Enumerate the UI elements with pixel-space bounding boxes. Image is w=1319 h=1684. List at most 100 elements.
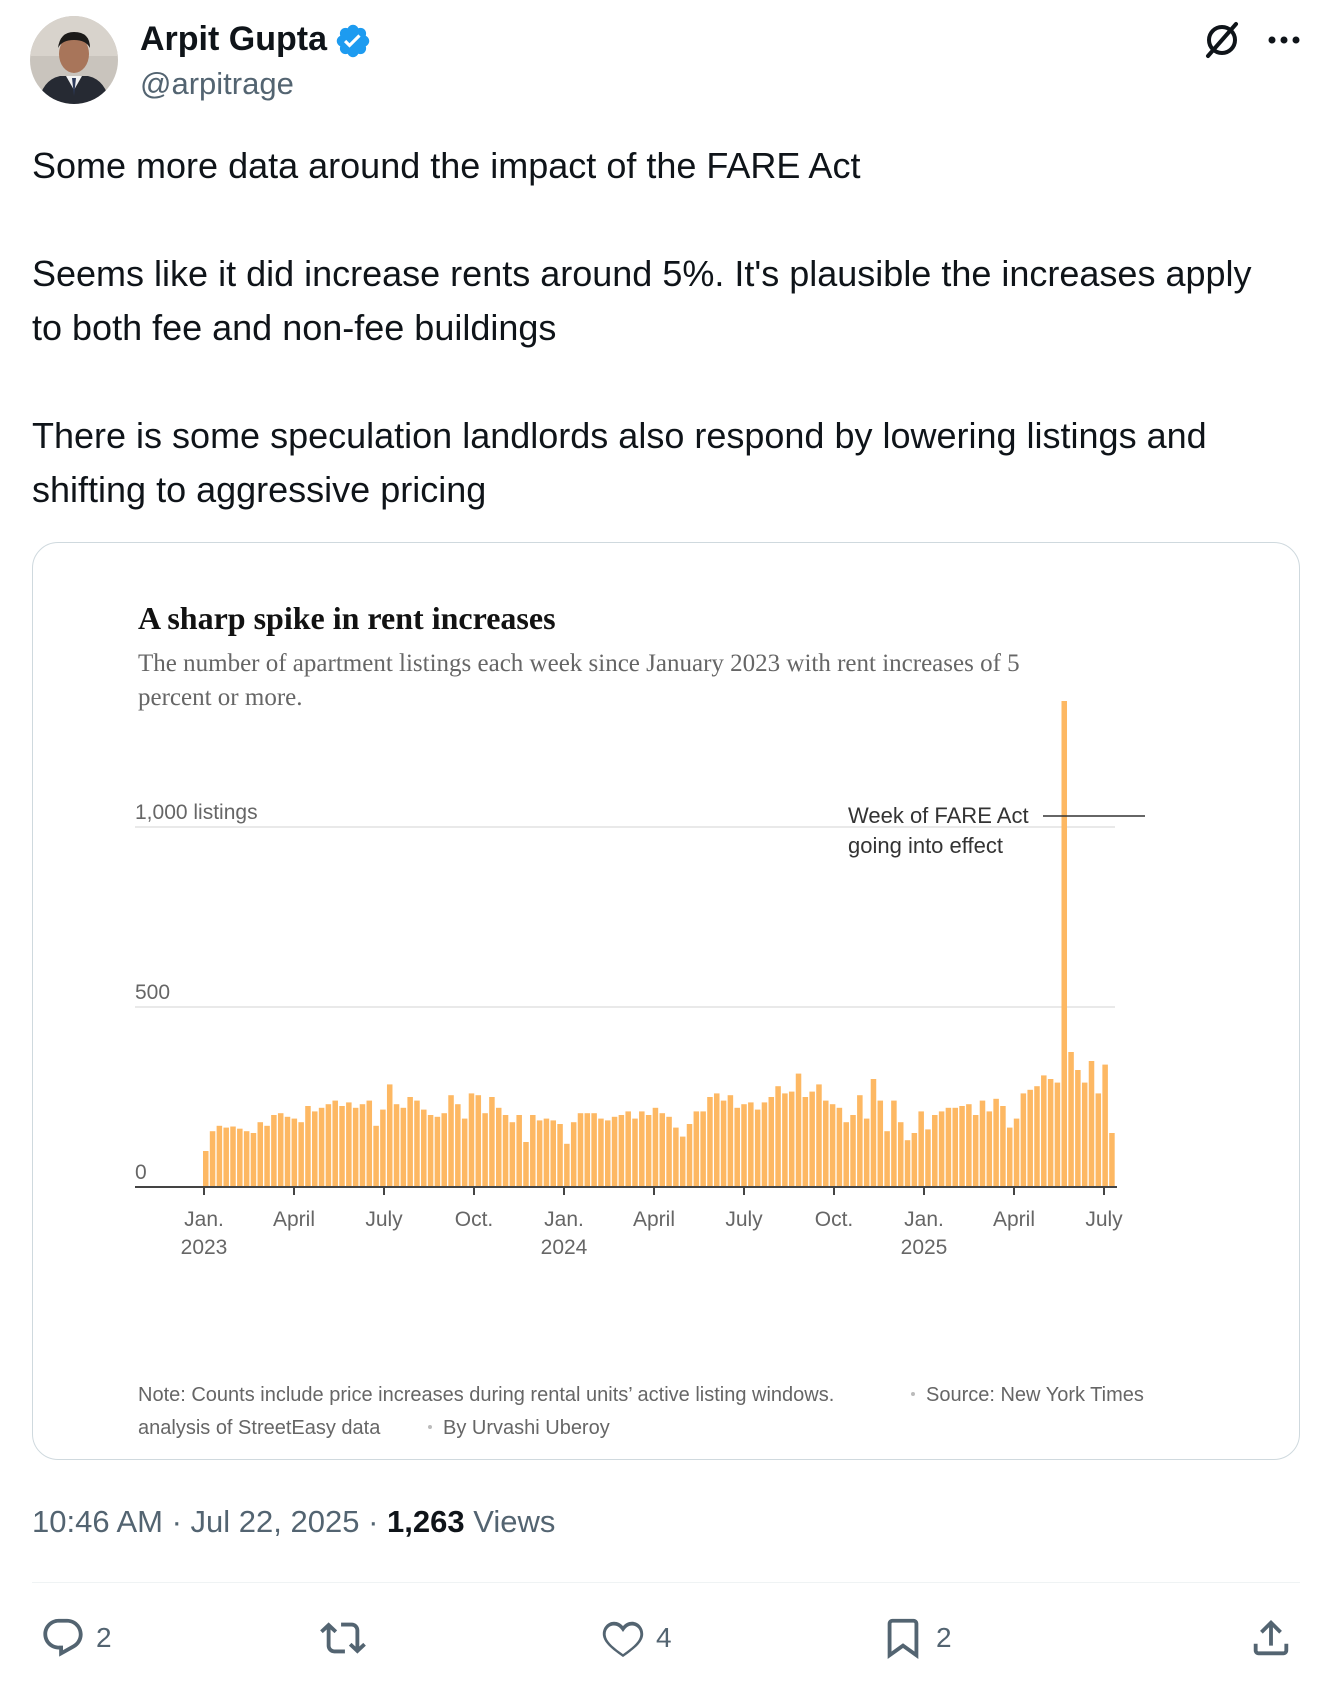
separator-dot bbox=[428, 1425, 432, 1429]
weekly-bar bbox=[993, 1098, 999, 1187]
weekly-bar bbox=[788, 1091, 795, 1187]
annotation-line: Week of FARE Act bbox=[848, 803, 1029, 828]
weekly-bar bbox=[604, 1120, 611, 1187]
weekly-bar bbox=[809, 1091, 815, 1187]
weekly-bar bbox=[502, 1115, 509, 1187]
weekly-bar bbox=[305, 1106, 311, 1187]
weekly-bar bbox=[945, 1107, 952, 1187]
grok-icon[interactable] bbox=[1200, 18, 1244, 62]
weekly-bar bbox=[829, 1104, 836, 1187]
handle[interactable]: @arpitrage bbox=[140, 66, 294, 101]
weekly-bar bbox=[686, 1124, 693, 1187]
weekly-bar bbox=[1081, 1082, 1088, 1187]
weekly-bar bbox=[1006, 1127, 1013, 1187]
x-tick-label: Jan. bbox=[184, 1208, 224, 1231]
views-count: 1,263 bbox=[387, 1504, 465, 1539]
x-tick-year-label: 2024 bbox=[541, 1236, 588, 1259]
weekly-bar bbox=[1041, 1075, 1047, 1187]
weekly-bar bbox=[598, 1118, 604, 1187]
weekly-bar bbox=[816, 1084, 822, 1187]
share-button[interactable] bbox=[1248, 1614, 1294, 1662]
x-tick-label: April bbox=[993, 1208, 1035, 1231]
weekly-bar bbox=[230, 1126, 236, 1187]
weekly-bar bbox=[250, 1133, 257, 1187]
chart-source: Source: New York Times bbox=[926, 1384, 1144, 1406]
weekly-bar bbox=[1013, 1118, 1020, 1187]
weekly-bar bbox=[625, 1111, 631, 1187]
reply-button[interactable]: 2 bbox=[40, 1614, 112, 1662]
x-tick-year-label: 2023 bbox=[181, 1236, 228, 1259]
y-tick-label: 500 bbox=[135, 981, 170, 1004]
x-tick-label: April bbox=[273, 1208, 315, 1231]
weekly-bar bbox=[1020, 1093, 1027, 1187]
weekly-bar bbox=[959, 1106, 965, 1187]
weekly-bar bbox=[802, 1097, 809, 1187]
weekly-bar bbox=[380, 1109, 386, 1187]
weekly-bar bbox=[775, 1086, 781, 1187]
weekly-bar bbox=[271, 1115, 277, 1187]
chart-note: Note: Counts include price increases dur… bbox=[138, 1384, 834, 1406]
weekly-bar bbox=[352, 1107, 359, 1187]
weekly-bar bbox=[897, 1122, 904, 1187]
avatar[interactable] bbox=[30, 16, 118, 104]
tweet-text-line: Some more data around the impact of the … bbox=[32, 145, 861, 186]
weekly-bar bbox=[904, 1140, 911, 1187]
weekly-bar bbox=[434, 1116, 441, 1187]
weekly-bar bbox=[891, 1100, 897, 1187]
weekly-bar bbox=[857, 1095, 863, 1187]
annotation-line: going into effect bbox=[848, 833, 1003, 858]
like-count: 4 bbox=[656, 1622, 672, 1653]
bookmark-count: 2 bbox=[936, 1622, 952, 1653]
weekly-bar bbox=[530, 1115, 536, 1187]
weekly-bar bbox=[257, 1122, 264, 1187]
repost-button[interactable] bbox=[320, 1614, 376, 1662]
display-name[interactable]: Arpit Gupta bbox=[140, 20, 327, 58]
more-icon[interactable] bbox=[1262, 20, 1306, 60]
tweet-date[interactable]: Jul 22, 2025 bbox=[190, 1504, 360, 1539]
weekly-bar bbox=[639, 1111, 645, 1187]
weekly-bar bbox=[393, 1104, 400, 1187]
weekly-bar bbox=[618, 1115, 625, 1187]
weekly-bar bbox=[877, 1100, 884, 1187]
weekly-bar bbox=[918, 1111, 924, 1187]
verified-badge-icon[interactable] bbox=[334, 22, 372, 60]
repost-icon bbox=[320, 1622, 366, 1654]
weekly-bar bbox=[727, 1095, 734, 1187]
bookmark-button[interactable]: 2 bbox=[880, 1614, 952, 1662]
x-tick-year-label: 2025 bbox=[901, 1236, 948, 1259]
weekly-bar bbox=[972, 1115, 979, 1187]
weekly-bar bbox=[298, 1122, 304, 1187]
weekly-bar bbox=[1068, 1052, 1074, 1187]
tweet-time[interactable]: 10:46 AM bbox=[32, 1504, 163, 1539]
weekly-bar bbox=[482, 1113, 488, 1187]
separator-dot bbox=[911, 1392, 915, 1396]
weekly-bar bbox=[346, 1102, 352, 1187]
x-tick-label: Oct. bbox=[455, 1208, 494, 1231]
weekly-bar bbox=[543, 1118, 550, 1187]
like-button[interactable]: 4 bbox=[600, 1614, 672, 1662]
weekly-bar bbox=[768, 1097, 775, 1187]
weekly-bar bbox=[536, 1120, 543, 1187]
views-label: Views bbox=[473, 1504, 556, 1539]
weekly-bar bbox=[427, 1115, 434, 1187]
chart-subtitle: percent or more. bbox=[138, 684, 303, 711]
weekly-bar bbox=[475, 1095, 482, 1187]
tweet-text-line: There is some speculation landlords also… bbox=[32, 415, 1207, 456]
weekly-bar bbox=[414, 1100, 420, 1187]
weekly-bar bbox=[523, 1142, 529, 1187]
weekly-bar bbox=[1034, 1086, 1040, 1187]
weekly-bar bbox=[1047, 1079, 1054, 1187]
chart-annotation: Week of FARE Act going into effect bbox=[848, 803, 1145, 858]
weekly-bar bbox=[761, 1102, 768, 1187]
weekly-bar bbox=[318, 1107, 325, 1187]
chart-image-card[interactable]: A sharp spike in rent increases The numb… bbox=[32, 542, 1300, 1460]
weekly-bar bbox=[748, 1102, 754, 1187]
weekly-bar bbox=[714, 1093, 720, 1187]
weekly-bar bbox=[679, 1136, 686, 1187]
weekly-bar bbox=[277, 1113, 284, 1187]
weekly-bar bbox=[700, 1111, 706, 1187]
weekly-bar bbox=[312, 1111, 318, 1187]
weekly-bar bbox=[386, 1084, 393, 1187]
x-tick-label: July bbox=[1085, 1208, 1123, 1231]
tweet-timestamp[interactable]: 10:46 AM · Jul 22, 2025 · 1,263 Views bbox=[32, 1504, 556, 1539]
